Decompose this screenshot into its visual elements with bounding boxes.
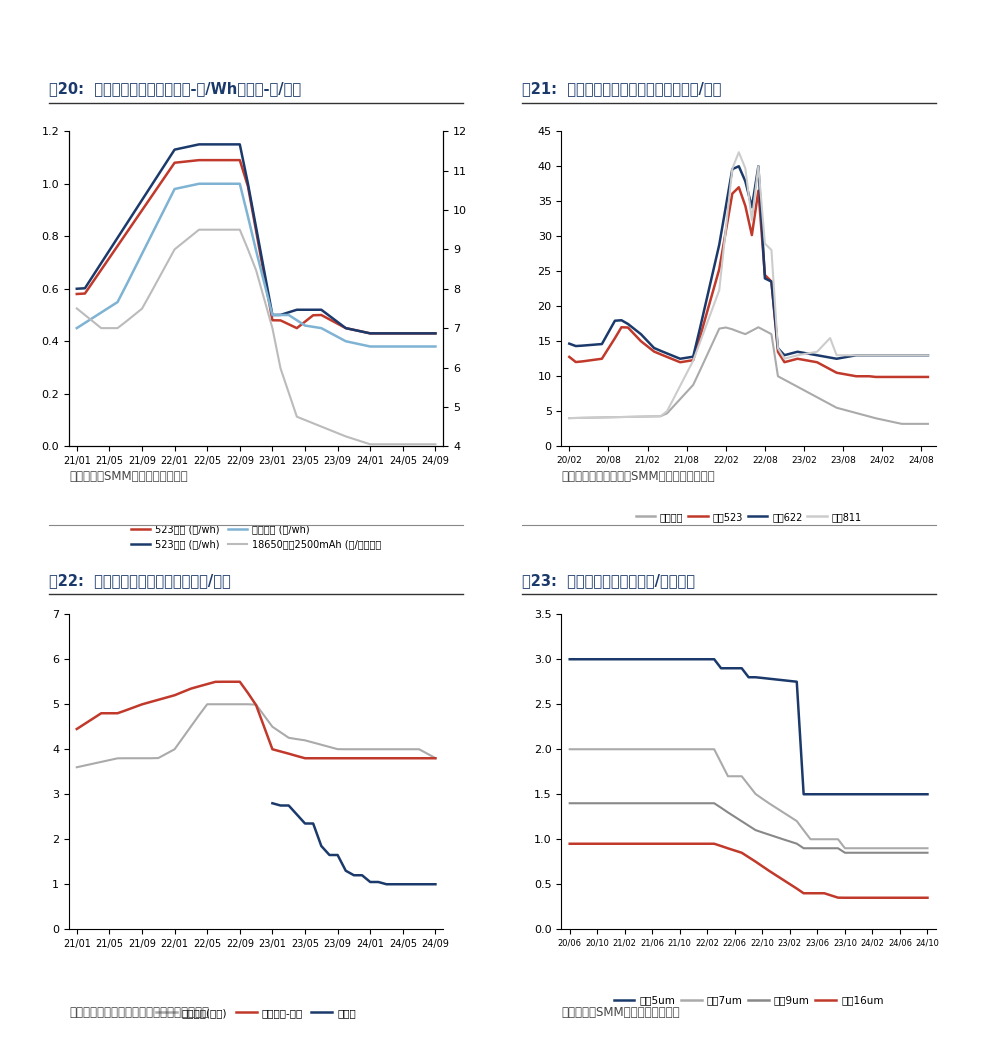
- Text: 数据来源：鑫椤资讯、SMM，东吴证券研究所: 数据来源：鑫椤资讯、SMM，东吴证券研究所: [561, 469, 715, 483]
- Text: 图22:  电池负极材料价格走势（万元/吨）: 图22: 电池负极材料价格走势（万元/吨）: [49, 573, 231, 588]
- Legend: 磷酸锂铁, 三元523, 三元622, 三元811: 磷酸锂铁, 三元523, 三元622, 三元811: [631, 508, 866, 526]
- Text: 数据来源：SMM，东吴证券研究所: 数据来源：SMM，东吴证券研究所: [69, 469, 187, 483]
- Text: 数据来源：SMM，东吴证券研究所: 数据来源：SMM，东吴证券研究所: [561, 1006, 680, 1020]
- Legend: 湿法5um, 湿法7um, 湿法9um, 干法16um: 湿法5um, 湿法7um, 湿法9um, 干法16um: [610, 991, 887, 1009]
- Legend: 523方形 (元/wh), 523软包 (元/wh), 方形铁锂 (元/wh), 18650圆柱2500mAh (元/支，右轴: 523方形 (元/wh), 523软包 (元/wh), 方形铁锂 (元/wh),…: [127, 521, 385, 553]
- Legend: 天然石墨(中端), 人造负极-百川, 石墨化: 天然石墨(中端), 人造负极-百川, 石墨化: [152, 1004, 361, 1022]
- Text: 图20:  部分电芯价格走势（左轴-元/Wh、右轴-元/支）: 图20: 部分电芯价格走势（左轴-元/Wh、右轴-元/支）: [49, 82, 301, 97]
- Text: 数据来源：鑫椤资讯、百川，东吴证券研究所: 数据来源：鑫椤资讯、百川，东吴证券研究所: [69, 1006, 209, 1020]
- Text: 图23:  部分隔膜价格走势（元/平方米）: 图23: 部分隔膜价格走势（元/平方米）: [522, 573, 695, 588]
- Text: 图21:  部分电池正极材料价格走势（万元/吨）: 图21: 部分电池正极材料价格走势（万元/吨）: [522, 82, 721, 97]
